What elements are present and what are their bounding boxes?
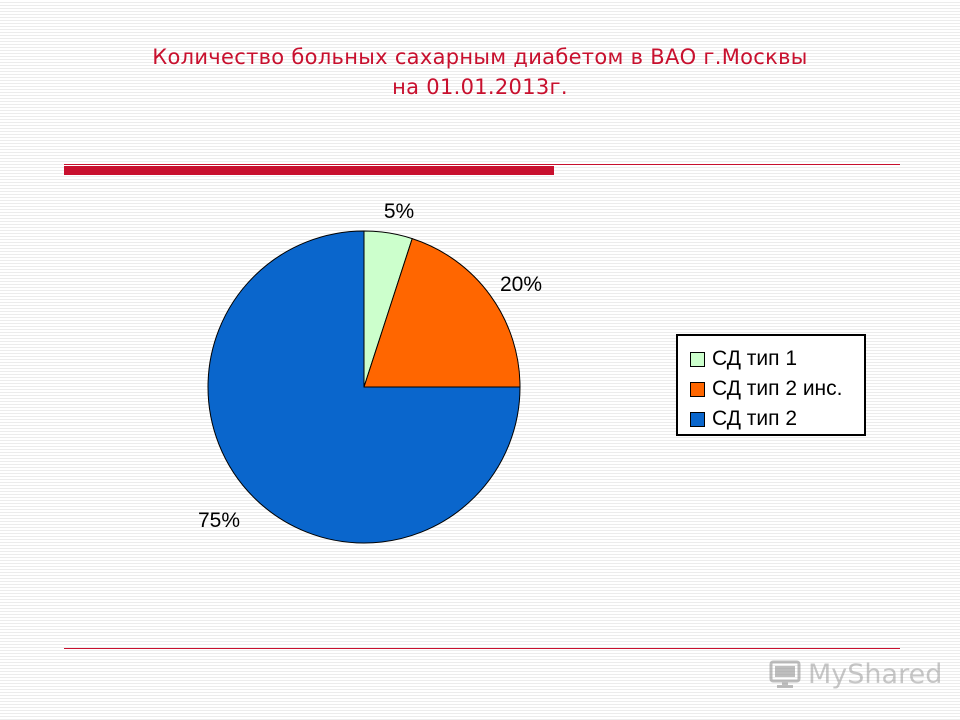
- pie-slice: [363, 238, 521, 388]
- legend-item: СД тип 2 инс.: [690, 374, 864, 404]
- legend-swatch: [690, 381, 705, 397]
- legend-item: СД тип 2: [690, 404, 864, 434]
- footer-divider: [64, 648, 900, 649]
- watermark: MyShared: [768, 656, 942, 692]
- legend-label: СД тип 1: [712, 347, 797, 370]
- legend-swatch: [690, 351, 705, 367]
- chart-title: Количество больных сахарным диабетом в В…: [60, 42, 900, 102]
- monitor-icon: [769, 660, 801, 688]
- legend-label: СД тип 2 инс.: [712, 377, 843, 400]
- legend-item: СД тип 1: [690, 344, 864, 374]
- data-label: 5%: [384, 200, 414, 223]
- watermark-text: MyShared: [808, 658, 943, 690]
- data-label: 20%: [500, 273, 542, 296]
- chart-title-line1: Количество больных сахарным диабетом в В…: [152, 45, 808, 69]
- data-label: 75%: [198, 509, 240, 532]
- legend-swatch: [690, 411, 705, 427]
- chart-subtitle: на 01.01.2013г.: [392, 75, 568, 99]
- legend-label: СД тип 2: [712, 407, 797, 430]
- accent-bar: [64, 166, 554, 175]
- pie-slice: [207, 230, 521, 544]
- chart-legend: СД тип 1 СД тип 2 инс. СД тип 2: [676, 334, 866, 436]
- divider-line: [64, 164, 900, 165]
